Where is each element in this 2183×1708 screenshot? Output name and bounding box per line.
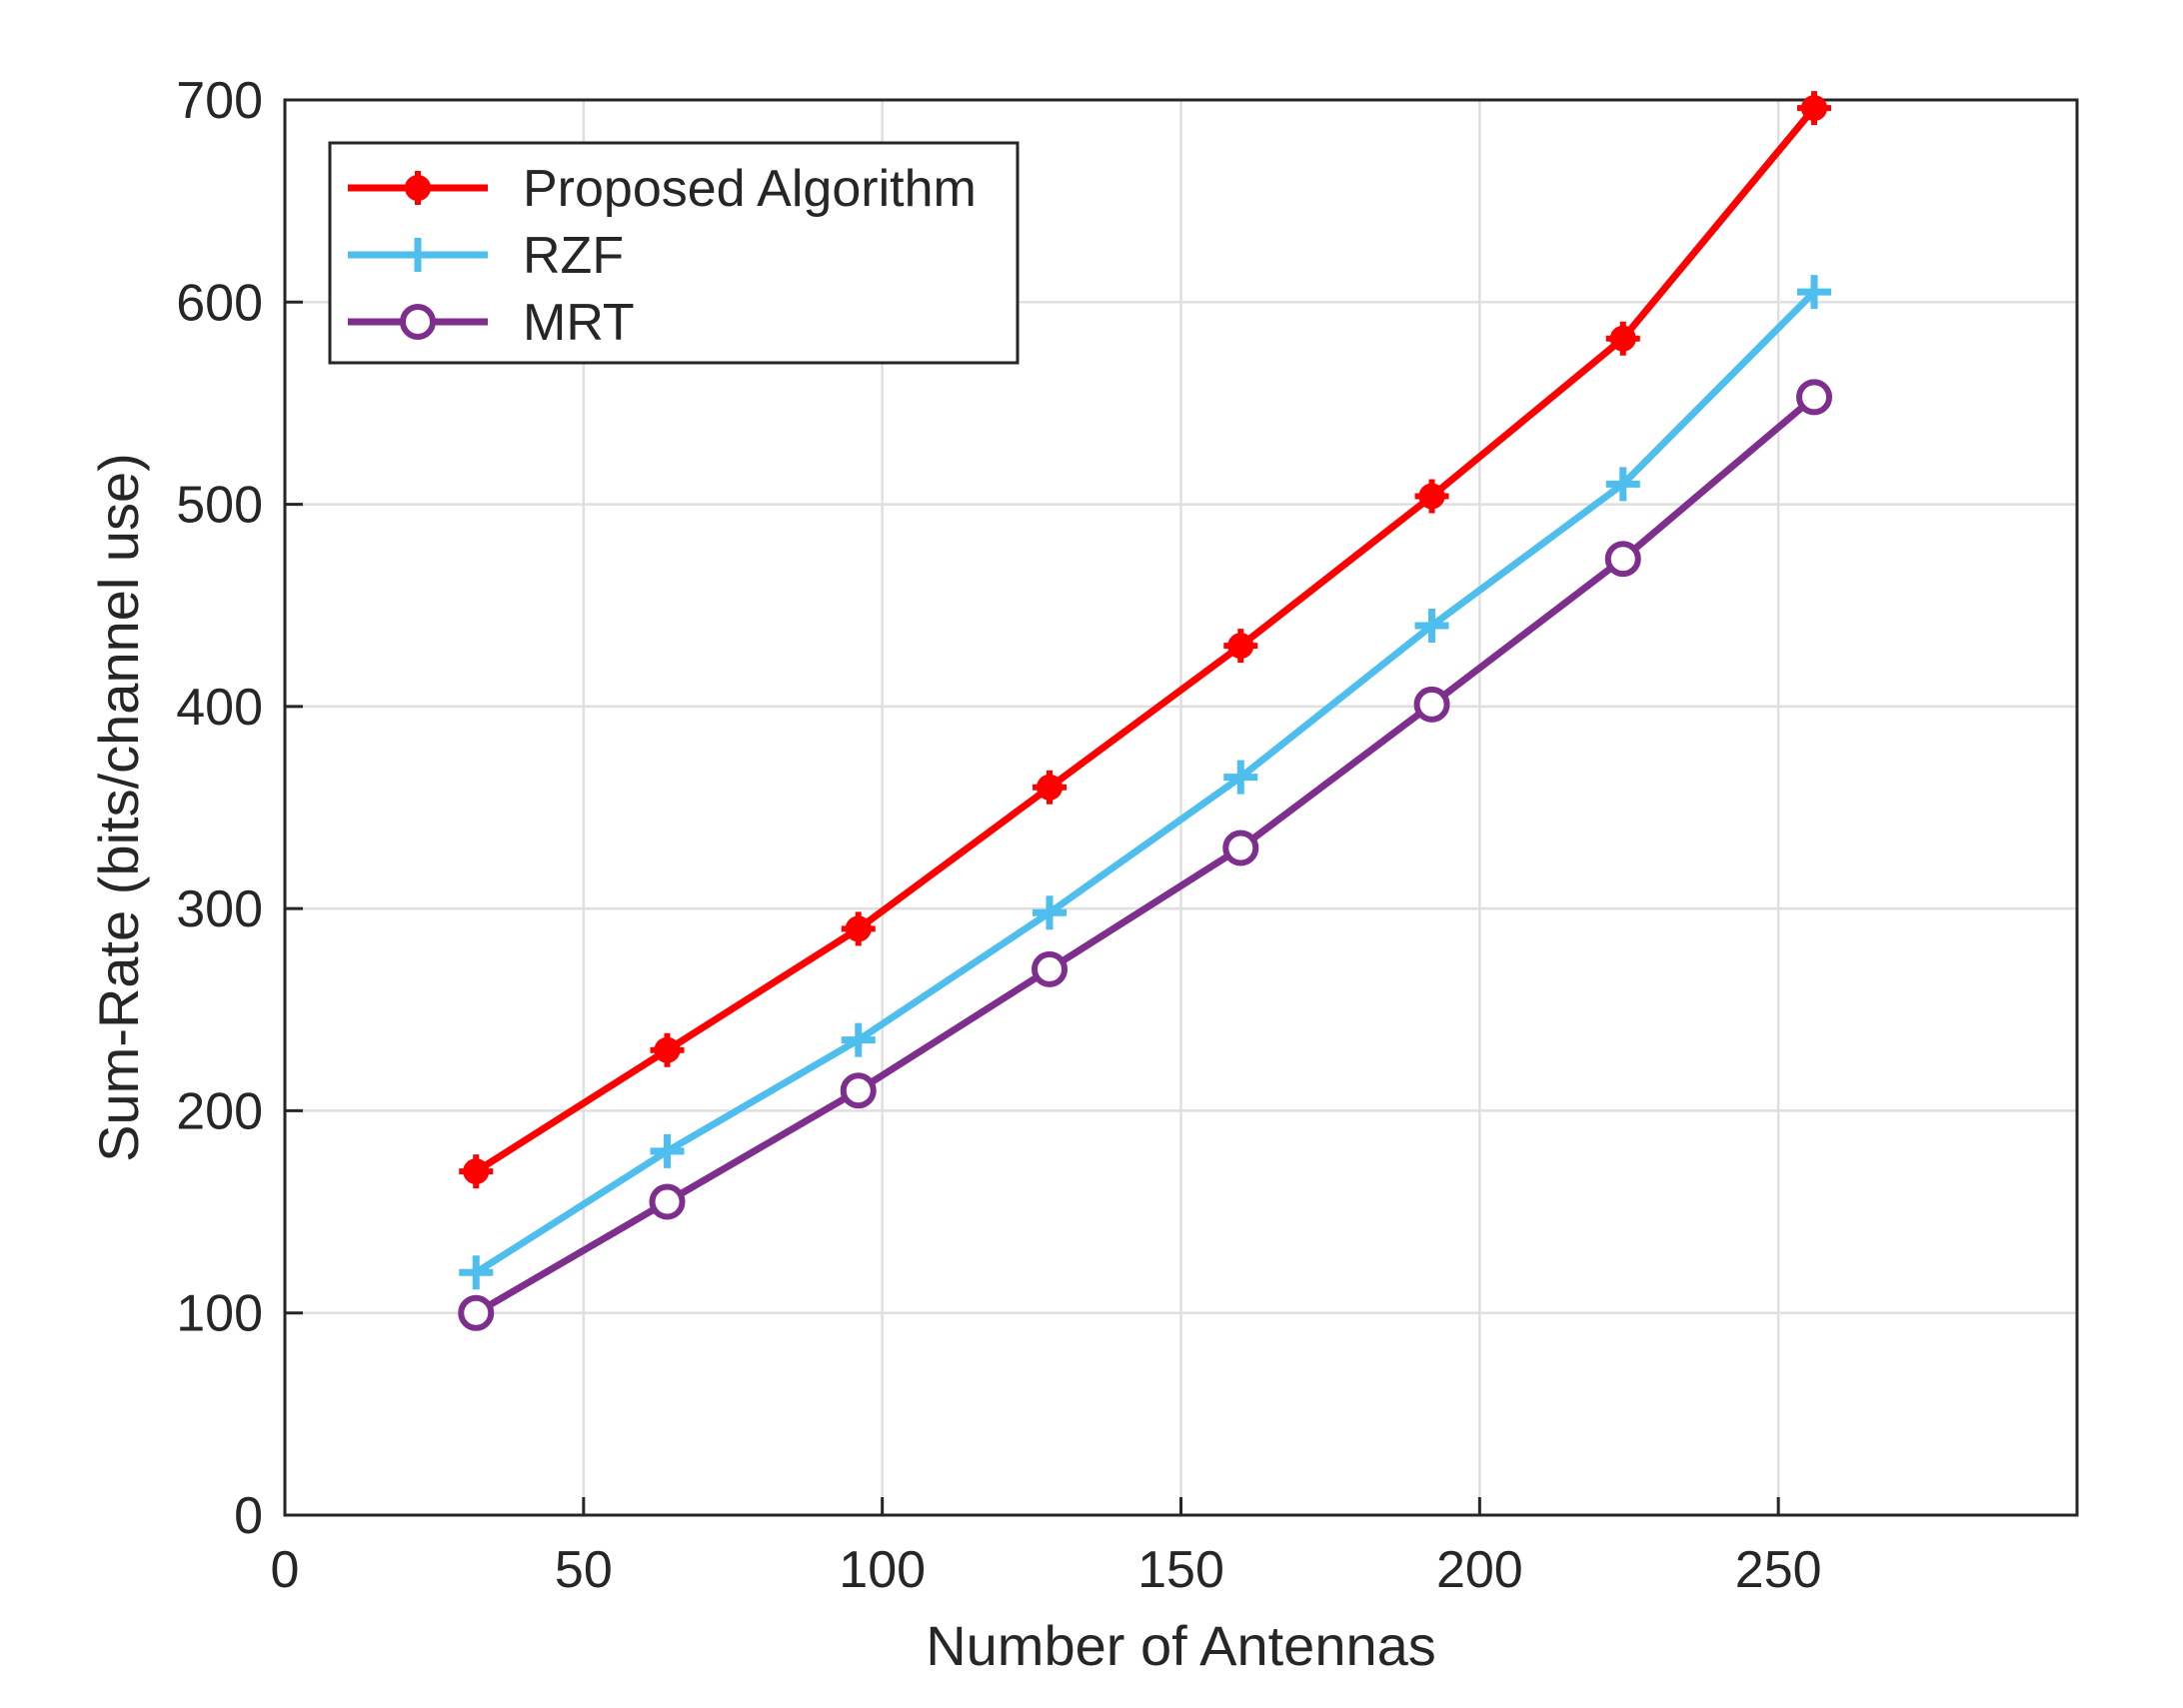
x-tick-label: 150 <box>1137 1541 1224 1599</box>
data-point <box>649 1183 686 1220</box>
data-point <box>1797 275 1832 310</box>
legend-item: RZF <box>348 227 624 285</box>
data-point <box>650 1032 685 1067</box>
data-point <box>1032 950 1069 987</box>
legend-label: MRT <box>523 294 635 352</box>
series-line <box>474 289 1817 1276</box>
data-point <box>459 1255 494 1290</box>
data-point <box>1797 91 1832 126</box>
series-line <box>474 105 1817 1175</box>
x-tick-label: 250 <box>1735 1541 1822 1599</box>
data-point <box>1033 895 1068 930</box>
y-tick-label: 300 <box>176 880 263 938</box>
data-point <box>458 1294 495 1331</box>
data-point <box>840 1072 877 1109</box>
data-point <box>1223 629 1258 664</box>
data-point <box>650 1133 685 1168</box>
data-point <box>1605 321 1640 356</box>
x-tick-label: 0 <box>271 1541 300 1599</box>
y-axis-title: Sum-Rate (bits/channel use) <box>87 453 150 1162</box>
data-point <box>1605 467 1640 502</box>
data-point <box>1414 479 1449 514</box>
series-proposed-algorithm <box>459 91 1832 1189</box>
legend-item: Proposed Algorithm <box>348 160 977 218</box>
x-tick-label: 100 <box>839 1541 926 1599</box>
y-tick-label: 700 <box>176 72 263 130</box>
data-point <box>1033 770 1068 805</box>
axis-ticks: 0 50 100 150 200 250 0 100 200 300 400 500 600 700 <box>176 72 1821 1599</box>
y-tick-label: 0 <box>234 1487 263 1545</box>
y-tick-label: 200 <box>176 1082 263 1140</box>
x-tick-label: 50 <box>555 1541 613 1599</box>
y-tick-label: 500 <box>176 477 263 535</box>
data-point <box>459 1154 494 1189</box>
data-point <box>1796 379 1833 416</box>
legend-item: MRT <box>348 294 635 352</box>
x-axis-title: Number of Antennas <box>926 1614 1436 1677</box>
y-tick-label: 100 <box>176 1285 263 1343</box>
series <box>458 91 1833 1331</box>
data-point <box>841 1022 876 1057</box>
data-point <box>1604 541 1641 578</box>
series-mrt <box>458 379 1833 1331</box>
x-tick-label: 200 <box>1436 1541 1523 1599</box>
legend-label: Proposed Algorithm <box>523 160 977 218</box>
legend-label: RZF <box>523 227 624 285</box>
series-line <box>474 394 1817 1316</box>
legend-marker <box>401 238 435 272</box>
data-point <box>1413 686 1450 723</box>
data-point <box>841 911 876 946</box>
legend-marker <box>401 171 435 205</box>
y-tick-label: 400 <box>176 679 263 737</box>
series-rzf <box>459 275 1832 1290</box>
y-tick-label: 600 <box>176 274 263 332</box>
legend: Proposed Algorithm RZF MRT <box>328 141 1020 365</box>
data-point <box>1222 830 1259 866</box>
legend-marker <box>400 304 436 340</box>
data-point <box>1223 760 1258 795</box>
data-point <box>1414 608 1449 643</box>
